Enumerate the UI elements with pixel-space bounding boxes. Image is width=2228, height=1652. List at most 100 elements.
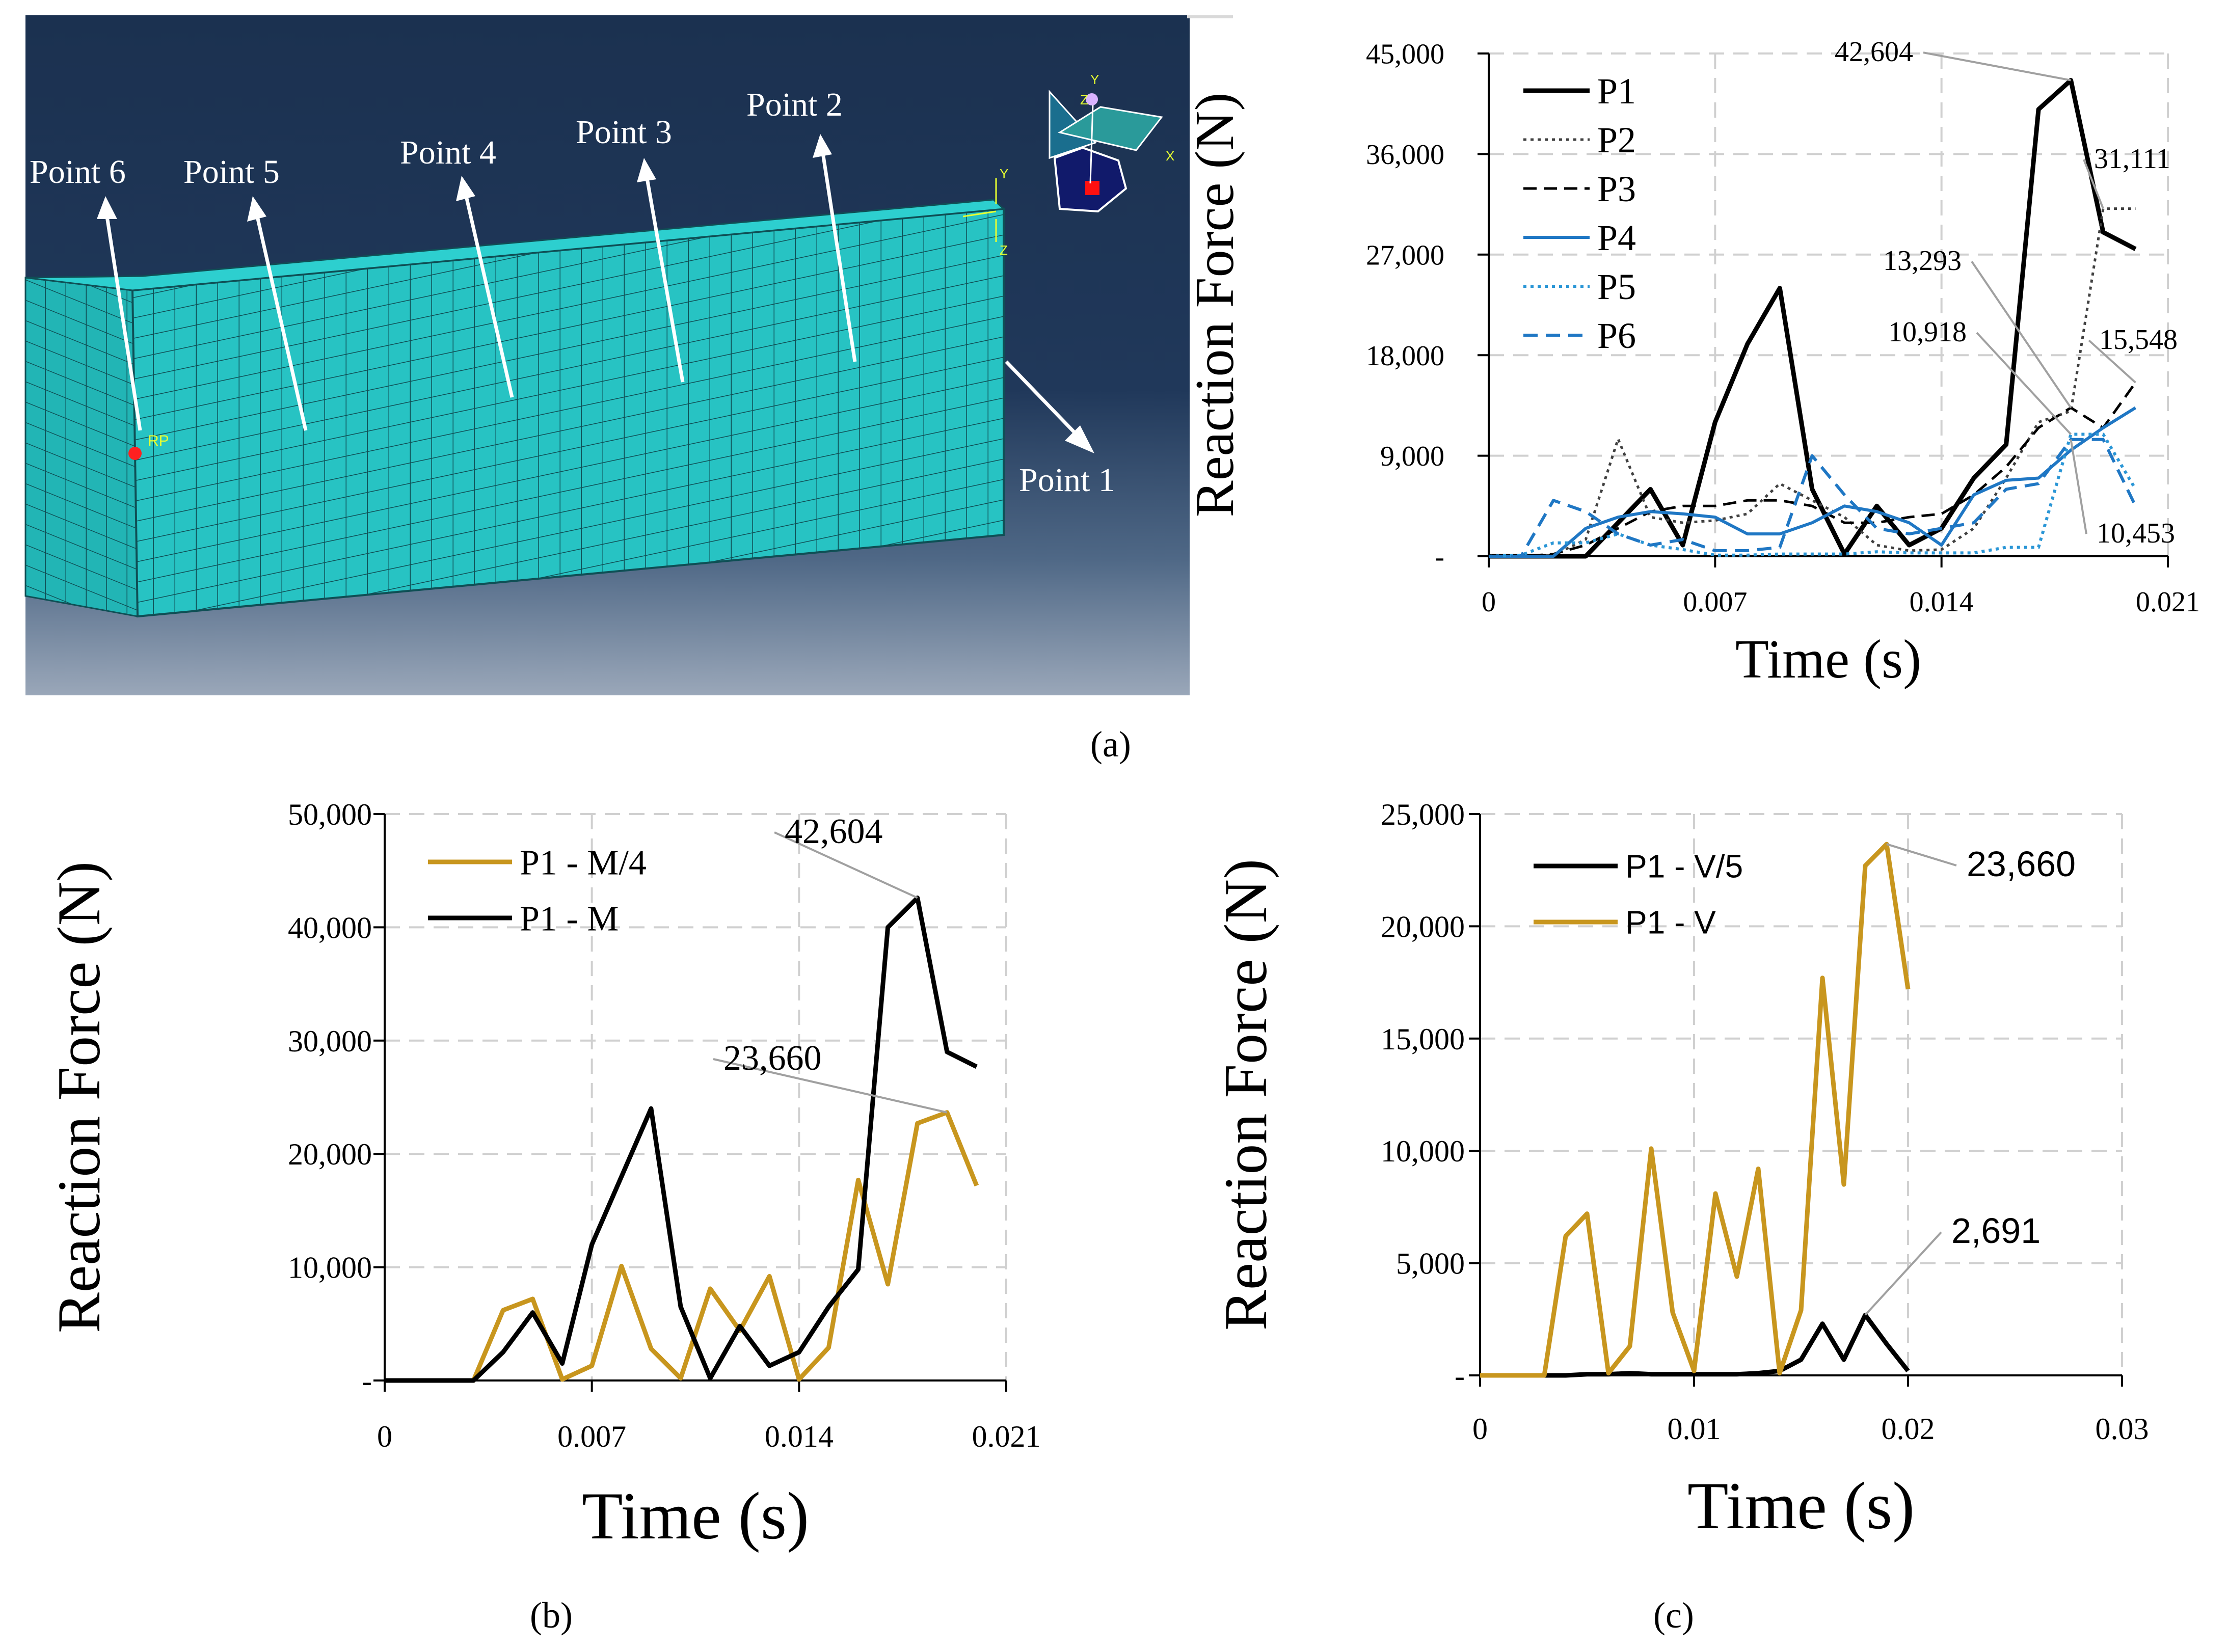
annotation-label: 10,918 xyxy=(1888,316,1967,348)
series-line-p1-m xyxy=(385,896,978,1383)
annotation-label: 23,660 xyxy=(723,1039,822,1078)
x-tick-label: 0.014 xyxy=(1910,586,1974,618)
x-axis-title: Time (s) xyxy=(582,1478,809,1553)
annotation-leader xyxy=(1971,261,2072,409)
y-axis-title: Reaction Force (N) xyxy=(1185,93,1245,518)
local-axis-z: Z xyxy=(1000,242,1008,258)
y-tick-label: 50,000 xyxy=(288,798,372,831)
x-tick-label: 0.02 xyxy=(1882,1412,1935,1446)
series-line-p2 xyxy=(1489,207,2136,558)
y-tick-label: - xyxy=(362,1364,372,1398)
y-tick-label: - xyxy=(1435,541,1444,573)
annotation-leader xyxy=(2088,339,2136,384)
series-line-p1-m-4 xyxy=(385,1110,979,1383)
legend-label: P3 xyxy=(1597,169,1636,209)
y-tick-label: 10,000 xyxy=(288,1251,372,1285)
annotation-label: 15,548 xyxy=(2099,324,2178,356)
legend-label: P1 - V/5 xyxy=(1625,848,1743,884)
annotation-leader xyxy=(713,1058,948,1114)
y-tick-label: 40,000 xyxy=(288,911,372,944)
annotation-leader xyxy=(2070,439,2087,534)
y-axis-title: Reaction Force (N) xyxy=(1212,859,1279,1331)
legend-label: P2 xyxy=(1597,120,1636,160)
x-tick-label: 0.007 xyxy=(1683,586,1747,618)
legend-label: P1 - M xyxy=(520,900,619,939)
point-1-label: Point 1 xyxy=(1019,462,1115,499)
gizmo-axis-y: Y xyxy=(1090,72,1099,87)
legend-label: P1 xyxy=(1597,71,1636,112)
annotation-leader xyxy=(774,831,918,899)
fem-model-drawing: RP Y Z Y Z X xyxy=(24,72,1174,618)
annotation-leader xyxy=(1976,332,2072,435)
x-tick-label: 0 xyxy=(377,1420,392,1453)
x-tick-label: 0.01 xyxy=(1668,1412,1721,1446)
y-tick-label: 25,000 xyxy=(1381,798,1465,831)
y-tick-label: 30,000 xyxy=(288,1024,372,1058)
annotation-leader xyxy=(1864,1231,1942,1316)
x-tick-label: 0.021 xyxy=(2136,586,2200,618)
x-tick-label: 0 xyxy=(1472,1412,1488,1446)
y-tick-label: 20,000 xyxy=(1381,910,1465,943)
series-line-p1-v xyxy=(1480,842,1911,1378)
y-tick-label: 36,000 xyxy=(1366,139,1444,171)
reference-point-marker xyxy=(128,447,142,460)
point-6-label: Point 6 xyxy=(30,153,126,191)
x-tick-label: 0.007 xyxy=(557,1420,626,1453)
viewport-edge xyxy=(1187,15,1233,18)
x-tick-label: 0 xyxy=(1482,586,1496,618)
sublabel-a: (a) xyxy=(1090,724,1131,765)
point-3-label: Point 3 xyxy=(576,114,672,151)
point-2-label: Point 2 xyxy=(746,86,843,123)
legend-label: P5 xyxy=(1597,266,1636,307)
x-tick-label: 0.014 xyxy=(765,1420,834,1453)
point-arrows xyxy=(97,134,1094,453)
gizmo-axis-x: X xyxy=(1166,148,1174,164)
series-line-p6 xyxy=(1489,438,2137,558)
y-tick-label: 9,000 xyxy=(1380,441,1444,472)
point-4-label: Point 4 xyxy=(400,134,496,171)
orientation-gizmo-icon: Y Z X xyxy=(1049,72,1174,213)
y-tick-label: 27,000 xyxy=(1366,239,1444,271)
x-tick-label: 0.021 xyxy=(972,1420,1041,1453)
series-line-p5 xyxy=(1488,432,2137,558)
annotation-label: 31,111 xyxy=(2094,143,2170,175)
sublabel-c: (c) xyxy=(1653,1595,1694,1636)
sublabel-b: (b) xyxy=(530,1595,573,1636)
annotation-leader xyxy=(1886,843,1957,866)
local-axis-y: Y xyxy=(1000,166,1008,181)
x-axis-title: Time (s) xyxy=(1687,1468,1915,1543)
annotation-label: 10,453 xyxy=(2097,518,2175,549)
y-tick-label: 20,000 xyxy=(288,1138,372,1171)
y-tick-label: 5,000 xyxy=(1396,1247,1465,1281)
gizmo-axis-z: Z xyxy=(1080,92,1088,107)
annotation-leader xyxy=(2083,159,2104,209)
local-axis-triad xyxy=(962,178,997,242)
legend-label: P1 - M/4 xyxy=(520,844,647,883)
y-tick-label: - xyxy=(1455,1359,1465,1393)
point-5-label: Point 5 xyxy=(183,153,280,191)
legend-label: P6 xyxy=(1597,315,1636,356)
y-tick-label: 45,000 xyxy=(1366,39,1444,70)
series-line-p4 xyxy=(1489,406,2137,558)
x-tick-label: 0.03 xyxy=(2096,1412,2149,1446)
y-tick-label: 10,000 xyxy=(1381,1134,1465,1168)
annotation-leader xyxy=(1923,51,2071,82)
y-axis-title: Reaction Force (N) xyxy=(45,861,113,1333)
y-tick-label: 15,000 xyxy=(1381,1022,1465,1056)
annotation-label: 42,604 xyxy=(1835,36,1913,68)
series-line-p3 xyxy=(1489,382,2137,558)
rp-label: RP xyxy=(148,432,169,449)
legend-label: P4 xyxy=(1597,218,1636,258)
legend-label: P1 - V xyxy=(1625,904,1716,940)
annotation-label: 13,293 xyxy=(1883,245,1962,277)
y-tick-label: 18,000 xyxy=(1366,340,1444,372)
x-axis-title: Time (s) xyxy=(1735,629,1921,690)
annotation-label: 42,604 xyxy=(785,812,883,851)
series-line-p1-v-5 xyxy=(1480,1312,1910,1378)
series-line-p1 xyxy=(1489,78,2137,559)
annotation-label: 2,691 xyxy=(1951,1211,2041,1251)
annotation-label: 23,660 xyxy=(1967,844,2076,884)
